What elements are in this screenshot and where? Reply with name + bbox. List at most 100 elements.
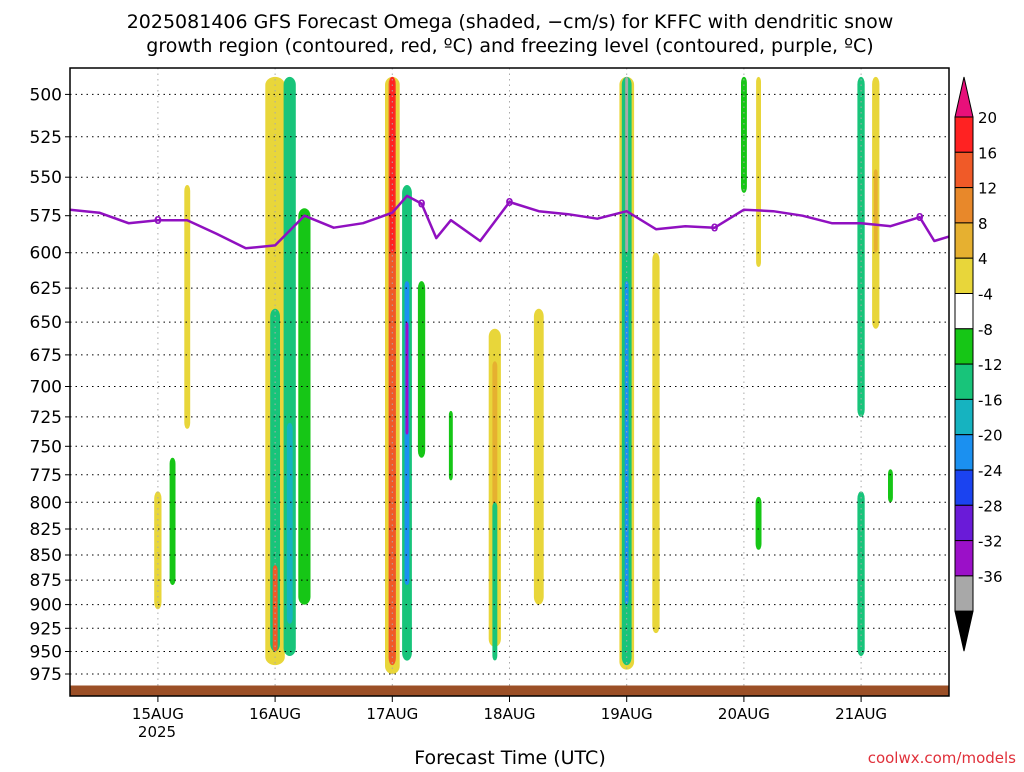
x-axis: 15AUG 16AUG 17AUG 18AUG 19AUG 20AUG 21AUG	[132, 696, 887, 723]
colorbar-label: 4	[978, 250, 988, 268]
colorbar-label: 16	[978, 144, 997, 162]
omega-region	[857, 76, 865, 417]
colorbar-bin	[954, 540, 974, 577]
freezing-level-layer: 0 0 0 0 0	[70, 194, 949, 250]
y-tick-label: 575	[30, 207, 62, 227]
colorbar-bin	[954, 293, 974, 330]
y-tick-label: 500	[30, 85, 62, 105]
x-tick-label: 19AUG	[601, 705, 653, 723]
colorbar-bin	[954, 257, 974, 295]
chart-title: 2025081406 GFS Forecast Omega (shaded, −…	[127, 11, 894, 33]
y-tick-label: 525	[30, 128, 62, 148]
omega-region	[169, 457, 176, 585]
credit-text: coolwx.com/models	[868, 749, 1016, 767]
omega-region	[873, 169, 878, 253]
colorbar-bin	[954, 116, 974, 153]
omega-region	[389, 76, 395, 253]
y-tick-label: 925	[30, 619, 62, 639]
freezing-level-line	[70, 194, 949, 250]
colorbar-bin	[954, 187, 974, 224]
omega-region	[154, 491, 162, 610]
colorbar-label: 8	[978, 215, 988, 233]
colorbar-label: -4	[978, 286, 993, 304]
colorbar-label: -24	[978, 462, 1003, 480]
y-tick-label: 650	[30, 313, 62, 333]
y-axis: 500 525 550 575 600 625 650 675 700 725 750 775 800 8…	[30, 85, 70, 685]
freezing-level-label: 0	[418, 198, 426, 211]
colorbar-top-arrow	[954, 76, 974, 118]
y-tick-label: 725	[30, 408, 62, 428]
y-tick-label: 900	[30, 596, 62, 616]
y-tick-label: 850	[30, 546, 62, 566]
x-axis-title: Forecast Time (UTC)	[414, 747, 605, 768]
colorbar-label: -16	[978, 391, 1003, 409]
y-tick-label: 825	[30, 520, 62, 540]
y-tick-label: 625	[30, 279, 62, 299]
omega-region	[857, 491, 865, 656]
omega-region	[298, 208, 311, 605]
colorbar-bin	[954, 504, 974, 542]
grid-lines	[70, 68, 949, 696]
y-tick-label: 750	[30, 437, 62, 457]
colorbar-bin	[954, 434, 974, 471]
omega-region	[652, 252, 660, 634]
x-tick-label: 20AUG	[718, 705, 770, 723]
colorbar: 20 16 12 8 4 -4 -8 -12 -16 -20 -24 -28 -32 -36	[954, 76, 1003, 652]
y-tick-label: 775	[30, 466, 62, 486]
colorbar-label: 12	[978, 180, 997, 198]
freezing-level-label: 0	[154, 214, 162, 227]
y-tick-label: 800	[30, 493, 62, 513]
colorbar-bin	[954, 363, 974, 400]
y-tick-label: 975	[30, 665, 62, 685]
y-tick-label: 875	[30, 571, 62, 591]
omega-region	[417, 281, 426, 458]
x-tick-label: 17AUG	[366, 705, 418, 723]
x-axis-sublabel: 2025	[138, 723, 176, 741]
y-tick-label: 950	[30, 643, 62, 663]
x-tick-label: 16AUG	[249, 705, 301, 723]
y-tick-label: 550	[30, 168, 62, 188]
colorbar-bin	[954, 469, 974, 506]
colorbar-label: -28	[978, 497, 1003, 515]
omega-region	[756, 76, 761, 268]
colorbar-bin	[954, 328, 974, 365]
colorbar-label: -20	[978, 427, 1003, 445]
omega-region	[492, 502, 498, 661]
freezing-level-label: 0	[916, 211, 924, 224]
x-tick-label: 15AUG	[132, 705, 184, 723]
omega-region	[755, 496, 762, 550]
colorbar-label: -8	[978, 321, 993, 339]
plot-area: 0 0 0 0 0	[70, 68, 949, 696]
colorbar-label: 20	[978, 109, 997, 127]
omega-region	[405, 322, 409, 435]
terrain-surface	[70, 685, 949, 696]
freezing-level-label: 0	[711, 222, 719, 235]
omega-region	[184, 185, 191, 429]
y-tick-label: 600	[30, 244, 62, 264]
colorbar-bin	[954, 151, 974, 189]
omega-region	[533, 308, 544, 605]
colorbar-label: -36	[978, 568, 1003, 586]
omega-region	[270, 308, 280, 652]
colorbar-label: -12	[978, 356, 1003, 374]
chart-subtitle: growth region (contoured, red, ºC) and f…	[146, 35, 873, 57]
colorbar-bottom-arrow	[954, 610, 974, 652]
omega-region	[888, 469, 893, 503]
freezing-level-label: 0	[506, 196, 514, 209]
omega-region	[625, 76, 629, 253]
x-tick-label: 21AUG	[835, 705, 887, 723]
y-tick-label: 675	[30, 346, 62, 366]
omega-region	[448, 410, 453, 481]
x-tick-label: 18AUG	[484, 705, 536, 723]
y-tick-label: 700	[30, 378, 62, 398]
colorbar-label: -32	[978, 533, 1003, 551]
omega-shading	[154, 76, 893, 674]
colorbar-bin	[954, 222, 974, 259]
terrain-layer	[70, 685, 949, 696]
colorbar-bin	[954, 398, 974, 436]
colorbar-bin	[954, 575, 974, 612]
omega-region	[283, 76, 296, 656]
omega-region	[286, 422, 293, 624]
